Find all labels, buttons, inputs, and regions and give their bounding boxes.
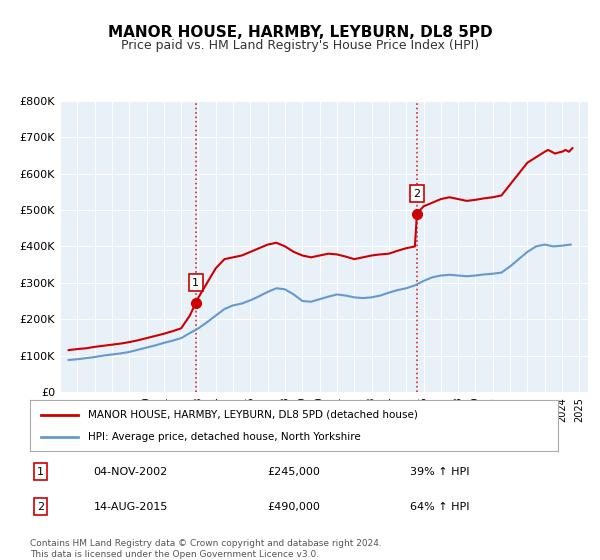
Text: 64% ↑ HPI: 64% ↑ HPI (410, 502, 470, 512)
Text: 2: 2 (413, 189, 421, 199)
Text: 39% ↑ HPI: 39% ↑ HPI (410, 467, 470, 477)
Text: £245,000: £245,000 (268, 467, 320, 477)
Text: 1: 1 (37, 467, 44, 477)
Text: MANOR HOUSE, HARMBY, LEYBURN, DL8 5PD: MANOR HOUSE, HARMBY, LEYBURN, DL8 5PD (107, 25, 493, 40)
Text: 14-AUG-2015: 14-AUG-2015 (94, 502, 168, 512)
Text: MANOR HOUSE, HARMBY, LEYBURN, DL8 5PD (detached house): MANOR HOUSE, HARMBY, LEYBURN, DL8 5PD (d… (88, 409, 418, 419)
Text: 04-NOV-2002: 04-NOV-2002 (94, 467, 167, 477)
Text: HPI: Average price, detached house, North Yorkshire: HPI: Average price, detached house, Nort… (88, 432, 361, 442)
Text: This data is licensed under the Open Government Licence v3.0.: This data is licensed under the Open Gov… (30, 550, 319, 559)
Text: £490,000: £490,000 (268, 502, 320, 512)
Text: Price paid vs. HM Land Registry's House Price Index (HPI): Price paid vs. HM Land Registry's House … (121, 39, 479, 52)
Text: 2: 2 (37, 502, 44, 512)
Text: Contains HM Land Registry data © Crown copyright and database right 2024.: Contains HM Land Registry data © Crown c… (30, 539, 382, 548)
Text: 1: 1 (192, 278, 199, 288)
